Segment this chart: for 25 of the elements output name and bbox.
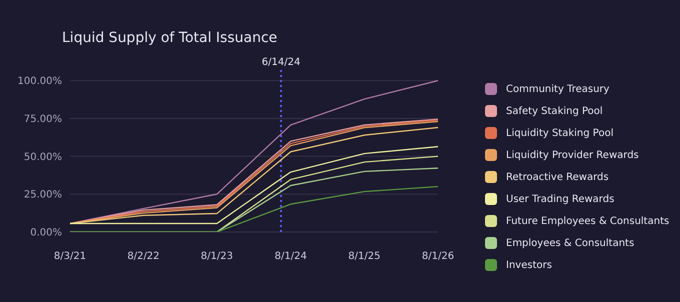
legend-label: Retroactive Rewards <box>506 172 609 182</box>
ref-line-label: 6/14/24 <box>262 57 300 68</box>
legend-label: Safety Staking Pool <box>506 106 603 116</box>
chart-title: Liquid Supply of Total Issuance <box>62 30 278 46</box>
legend-label: Community Treasury <box>506 84 610 94</box>
line-series <box>70 186 438 232</box>
legend-label: Liquidity Staking Pool <box>506 128 614 138</box>
x-tick-label: 8/1/26 <box>422 251 454 262</box>
y-tick-label: 25.00% <box>24 190 62 201</box>
x-tick-label: 8/2/22 <box>127 251 160 262</box>
y-tick-label: 100.00% <box>18 76 62 88</box>
legend-label: Employees & Consultants <box>506 238 634 248</box>
y-tick-label: 0.00% <box>30 228 62 239</box>
legend-label: User Trading Rewards <box>506 194 614 204</box>
x-tick-label: 8/1/25 <box>348 251 380 262</box>
legend-label: Investors <box>506 260 552 270</box>
line-series <box>70 80 438 224</box>
x-tick-label: 8/1/24 <box>274 251 307 262</box>
x-tick-label: 8/3/21 <box>54 251 86 262</box>
legend-label: Future Employees & Consultants <box>506 216 670 226</box>
line-series <box>70 146 438 224</box>
y-tick-label: 50.00% <box>24 152 62 163</box>
x-tick-label: 8/1/23 <box>200 251 233 262</box>
legend-label: Liquidity Provider Rewards <box>506 150 639 160</box>
y-tick-label: 75.00% <box>24 114 62 125</box>
